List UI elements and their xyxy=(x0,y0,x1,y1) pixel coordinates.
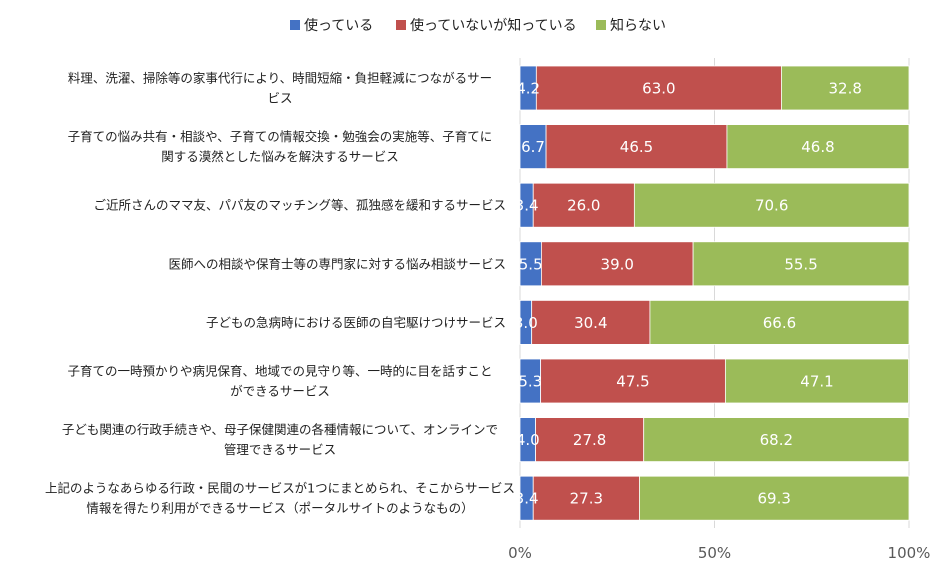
bar-segment-0-1 xyxy=(535,65,782,111)
category-label-1-0: 子育ての悩み共有・相談や、子育ての情報交換・勉強会の実施等、子育てに xyxy=(68,129,493,144)
value-label-4-2: 66.6 xyxy=(763,314,796,332)
value-label-2-1: 26.0 xyxy=(567,197,600,215)
value-label-3-0: 5.5 xyxy=(519,255,543,273)
value-label-4-1: 30.4 xyxy=(574,314,607,332)
category-label-4-0: 子どもの急病時における医師の自宅駆けつけサービス xyxy=(206,315,506,330)
value-label-6-0: 4.0 xyxy=(516,431,540,449)
value-label-0-0: 4.2 xyxy=(516,80,540,98)
legend-swatch-0 xyxy=(290,20,300,30)
category-label-5-1: ができるサービス xyxy=(230,384,330,399)
bar-segment-5-1 xyxy=(540,358,726,404)
category-label-3-0: 医師への相談や保育士等の専門家に対する悩み相談サービス xyxy=(168,256,506,271)
value-label-3-2: 55.5 xyxy=(784,255,817,273)
legend-label-2: 知らない xyxy=(610,17,666,34)
bar-segment-1-1 xyxy=(545,124,728,169)
bar-segment-5-2 xyxy=(724,358,910,404)
bar-segment-1-2 xyxy=(726,124,910,169)
category-label-2-0: ご近所さんのママ友、パパ友のマッチング等、孤独感を緩和するサービス xyxy=(93,198,506,213)
value-label-2-2: 70.6 xyxy=(755,197,788,215)
x-tick-label-2: 100% xyxy=(888,544,931,562)
value-label-1-1: 46.5 xyxy=(620,138,653,156)
value-label-6-2: 68.2 xyxy=(760,431,793,449)
category-label-6-1: 管理できるサービス xyxy=(224,442,336,457)
bar-segment-3-2 xyxy=(692,241,910,287)
value-label-1-0: 6.7 xyxy=(521,138,545,156)
bar-segment-6-1 xyxy=(535,417,645,463)
legend-label-0: 使っている xyxy=(304,17,373,34)
category-label-7-1: 情報を得たり利用ができるサービス（ポータルサイトのようなもの） xyxy=(86,501,473,516)
value-label-3-1: 39.0 xyxy=(601,255,634,273)
category-label-5-0: 子育ての一時預かりや病児保育、地域での見守り等、一時的に目を話すこと xyxy=(67,364,492,379)
x-tick-label-1: 50% xyxy=(698,544,731,562)
x-axis: 0% 50% 100% xyxy=(508,544,930,562)
value-label-5-1: 47.5 xyxy=(616,373,649,391)
legend-swatch-1 xyxy=(396,20,406,30)
value-label-5-2: 47.1 xyxy=(800,373,833,391)
value-label-1-2: 46.8 xyxy=(801,138,834,156)
category-label-6-0: 子ども関連の行政手続きや、母子保健関連の各種情報について、オンラインで xyxy=(62,422,498,437)
legend-label-1: 使っていないが知っている xyxy=(410,17,577,34)
category-label-1-1: 関する漠然とした悩みを解決するサービス xyxy=(161,149,399,164)
value-label-0-1: 63.0 xyxy=(642,80,675,98)
category-label-7-0: 上記のようなあらゆる行政・民間のサービスが1つにまとめられ、そこからサービス xyxy=(45,481,515,496)
category-label-0-1: ビス xyxy=(267,91,292,106)
value-label-4-0: 3.0 xyxy=(514,314,538,332)
bar-segment-7-1 xyxy=(532,475,640,521)
bar-segment-2-1 xyxy=(532,182,635,228)
legend-swatch-2 xyxy=(596,20,606,30)
bar-segment-2-2 xyxy=(633,182,910,228)
bar-segment-0-2 xyxy=(781,65,910,111)
legend: 使っている 使っていないが知っている 知らない xyxy=(290,17,666,34)
category-labels: 料理、洗濯、掃除等の家事代行により、時間短縮・負担軽減につながるサービス子育ての… xyxy=(45,71,515,516)
value-label-7-0: 3.4 xyxy=(515,490,539,508)
category-label-0-0: 料理、洗濯、掃除等の家事代行により、時間短縮・負担軽減につながるサー xyxy=(68,71,492,86)
bars xyxy=(519,65,910,521)
value-label-7-2: 69.3 xyxy=(758,490,791,508)
value-label-7-1: 27.3 xyxy=(570,490,603,508)
value-label-6-1: 27.8 xyxy=(573,431,606,449)
value-label-2-0: 3.4 xyxy=(515,197,539,215)
bar-segment-7-2 xyxy=(639,475,910,521)
x-tick-label-0: 0% xyxy=(508,544,532,562)
bar-segment-4-2 xyxy=(649,299,910,345)
value-label-0-2: 32.8 xyxy=(829,80,862,98)
value-labels: 4.2 63.0 32.8 6.7 46.5 46.8 3.4 26.0 70.6 5.5 39.0… xyxy=(514,80,862,508)
value-label-5-0: 5.3 xyxy=(518,373,542,391)
bar-segment-6-2 xyxy=(643,417,910,463)
